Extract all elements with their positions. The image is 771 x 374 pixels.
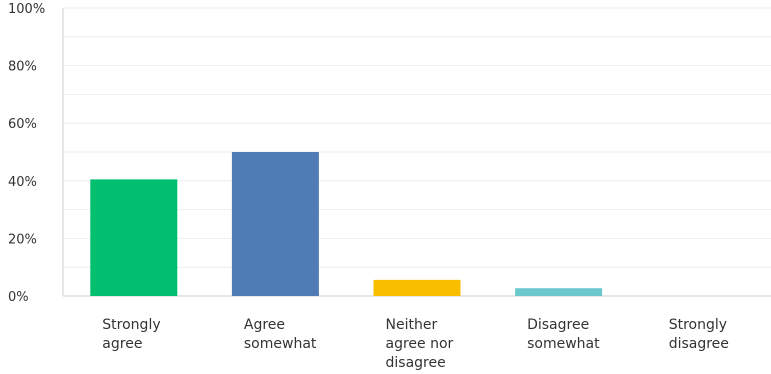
gridlines (63, 7, 771, 268)
bar (515, 288, 603, 296)
x-axis-category-labels: Strongly agree Agree somewhat Neither agree n… (102, 317, 729, 371)
x-category-label: Disagree somewhat (527, 317, 600, 352)
bar (231, 152, 319, 296)
x-category-label: Strongly agree (102, 317, 160, 352)
y-tick-label: 60% (8, 117, 37, 132)
x-category-label: Agree somewhat (244, 317, 317, 352)
x-category-label: Strongly disagree (669, 317, 729, 352)
y-axis-tick-labels: 0% 20% 40% 60% 80% 100% (8, 2, 45, 305)
y-tick-label: 40% (8, 175, 37, 190)
y-tick-label: 20% (8, 232, 37, 247)
y-tick-label: 0% (8, 290, 29, 305)
y-tick-label: 100% (8, 2, 45, 17)
y-tick-label: 80% (8, 60, 37, 75)
bar (373, 279, 461, 296)
bars (90, 152, 603, 296)
x-category-label: Neither agree nor disagree (386, 317, 454, 371)
bar (90, 179, 178, 296)
